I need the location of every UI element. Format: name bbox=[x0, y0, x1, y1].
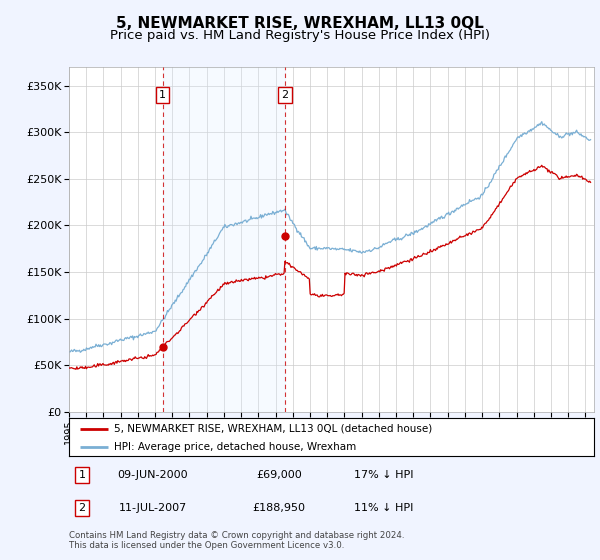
Text: 17% ↓ HPI: 17% ↓ HPI bbox=[354, 470, 414, 480]
Point bbox=[158, 343, 167, 352]
Point bbox=[280, 231, 289, 240]
Text: £69,000: £69,000 bbox=[256, 470, 302, 480]
Bar bbox=[163, 67, 284, 412]
Text: 5, NEWMARKET RISE, WREXHAM, LL13 0QL: 5, NEWMARKET RISE, WREXHAM, LL13 0QL bbox=[116, 16, 484, 31]
Text: 1: 1 bbox=[79, 470, 86, 480]
Text: 5, NEWMARKET RISE, WREXHAM, LL13 0QL (detached house): 5, NEWMARKET RISE, WREXHAM, LL13 0QL (de… bbox=[113, 424, 432, 434]
Text: Price paid vs. HM Land Registry's House Price Index (HPI): Price paid vs. HM Land Registry's House … bbox=[110, 29, 490, 42]
Text: 11-JUL-2007: 11-JUL-2007 bbox=[119, 503, 187, 513]
Text: 2: 2 bbox=[281, 90, 288, 100]
Text: Contains HM Land Registry data © Crown copyright and database right 2024.
This d: Contains HM Land Registry data © Crown c… bbox=[69, 531, 404, 550]
Text: 09-JUN-2000: 09-JUN-2000 bbox=[118, 470, 188, 480]
Text: £188,950: £188,950 bbox=[253, 503, 305, 513]
Text: HPI: Average price, detached house, Wrexham: HPI: Average price, detached house, Wrex… bbox=[113, 442, 356, 452]
Text: 2: 2 bbox=[79, 503, 86, 513]
Text: 1: 1 bbox=[159, 90, 166, 100]
Text: 11% ↓ HPI: 11% ↓ HPI bbox=[355, 503, 413, 513]
